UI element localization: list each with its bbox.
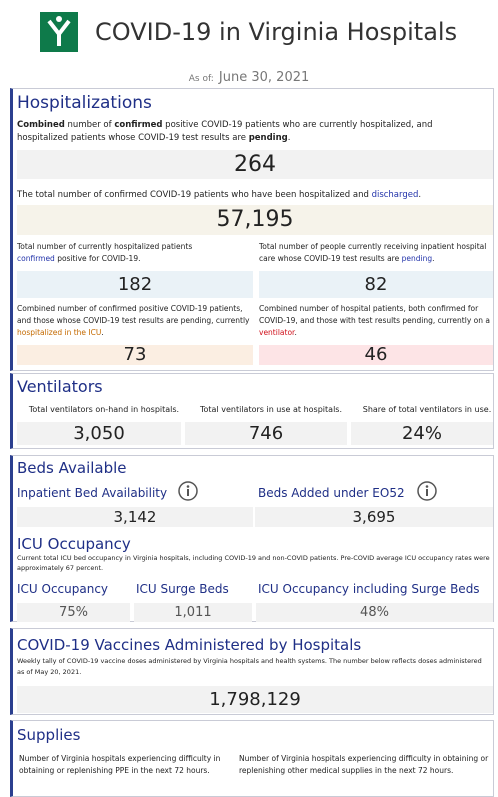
as-of: As of: June 30, 2021 <box>0 66 498 85</box>
text: . <box>294 328 297 337</box>
text: ventilator <box>259 328 295 337</box>
icu-label: ICU Occupancy <box>17 582 109 596</box>
description: Current total ICU bed occupancy in Virgi… <box>17 554 490 572</box>
text: . <box>287 132 291 143</box>
text: hospitalized in the ICU <box>17 328 102 337</box>
text: confirmed <box>17 254 55 263</box>
ventilator-label: Total ventilators in use at hospitals. <box>200 405 342 414</box>
value: 73 <box>17 345 253 365</box>
text: discharged <box>371 190 419 200</box>
text: . <box>432 254 435 263</box>
icu-label: ICU Surge Beds <box>136 582 229 596</box>
hospitalizations-section: Hospitalizations Combined number of conf… <box>10 88 494 371</box>
value: 746 <box>185 422 347 445</box>
ventilator-label: Total ventilators on-hand in hospitals. <box>28 405 180 414</box>
value: 3,050 <box>17 422 181 445</box>
text: . <box>418 190 422 200</box>
supplies-section: Supplies Number of Virginia hospitals ex… <box>10 720 494 797</box>
description: Weekly tally of COVID-19 vaccine doses a… <box>17 657 482 676</box>
section-title: Supplies <box>17 726 81 744</box>
section-title: ICU Occupancy <box>17 535 131 553</box>
title: COVID-19 in Virginia Hospitals <box>95 18 458 46</box>
logo <box>40 12 78 52</box>
vaccines-section: COVID-19 Vaccines Administered by Hospit… <box>10 628 494 715</box>
ventilators-section: Ventilators Total ventilators on-hand in… <box>10 373 494 449</box>
section-title: Hospitalizations <box>17 93 152 113</box>
section-title: COVID-19 Vaccines Administered by Hospit… <box>17 636 362 654</box>
description: Total number of currently hospitalized p… <box>17 241 217 265</box>
value: 3,695 <box>255 507 493 527</box>
as-of-date: June 30, 2021 <box>218 70 310 85</box>
text: confirmed <box>114 120 163 130</box>
text: . <box>101 328 104 337</box>
value: 3,142 <box>17 507 253 527</box>
value: 82 <box>259 271 493 298</box>
description: The total number of confirmed COVID-19 p… <box>17 189 487 202</box>
value: 75% <box>17 603 130 622</box>
value: 1,798,129 <box>17 686 493 713</box>
text: pending <box>401 254 433 263</box>
text: Total number of people currently receivi… <box>259 242 487 263</box>
text: number of <box>64 120 115 130</box>
description: Combined number of hospital patients, bo… <box>259 303 493 339</box>
value: 1,011 <box>134 603 252 622</box>
bed-label: Beds Added under EO52 <box>258 486 405 500</box>
ventilator-label: Share of total ventilators in use. <box>362 405 492 414</box>
text: positive COVID-19 patients who are curre… <box>17 120 433 143</box>
description: Combined number of confirmed positive CO… <box>17 303 253 339</box>
value: 24% <box>351 422 493 445</box>
value: 182 <box>17 271 253 298</box>
description: Combined number of confirmed positive CO… <box>17 119 477 144</box>
info-icon[interactable] <box>416 480 438 502</box>
section-title: Ventilators <box>17 377 103 396</box>
section-title: Beds Available <box>17 459 127 477</box>
description: Total number of people currently receivi… <box>259 241 491 265</box>
value: 264 <box>17 150 493 179</box>
as-of-label: As of: <box>188 74 214 84</box>
text: Total number of currently hospitalized p… <box>17 242 193 251</box>
description: Number of Virginia hospitals experiencin… <box>239 754 489 775</box>
value: 46 <box>259 345 493 365</box>
text: positive for COVID-19. <box>54 254 141 263</box>
value: 48% <box>256 603 493 622</box>
beds-section: Beds Available Inpatient Bed Availabilit… <box>10 455 494 622</box>
text: Combined <box>17 120 65 130</box>
text: The total number of confirmed COVID-19 p… <box>17 190 372 200</box>
text: Combined number of confirmed positive CO… <box>17 304 250 325</box>
bed-label: Inpatient Bed Availability <box>17 486 168 500</box>
description: Number of Virginia hospitals experiencin… <box>19 754 221 775</box>
value: 57,195 <box>17 205 493 235</box>
icu-label: ICU Occupancy including Surge Beds <box>258 582 480 596</box>
text: pending <box>248 132 288 143</box>
text: Combined number of hospital patients, bo… <box>259 304 490 325</box>
info-icon[interactable] <box>177 480 199 502</box>
